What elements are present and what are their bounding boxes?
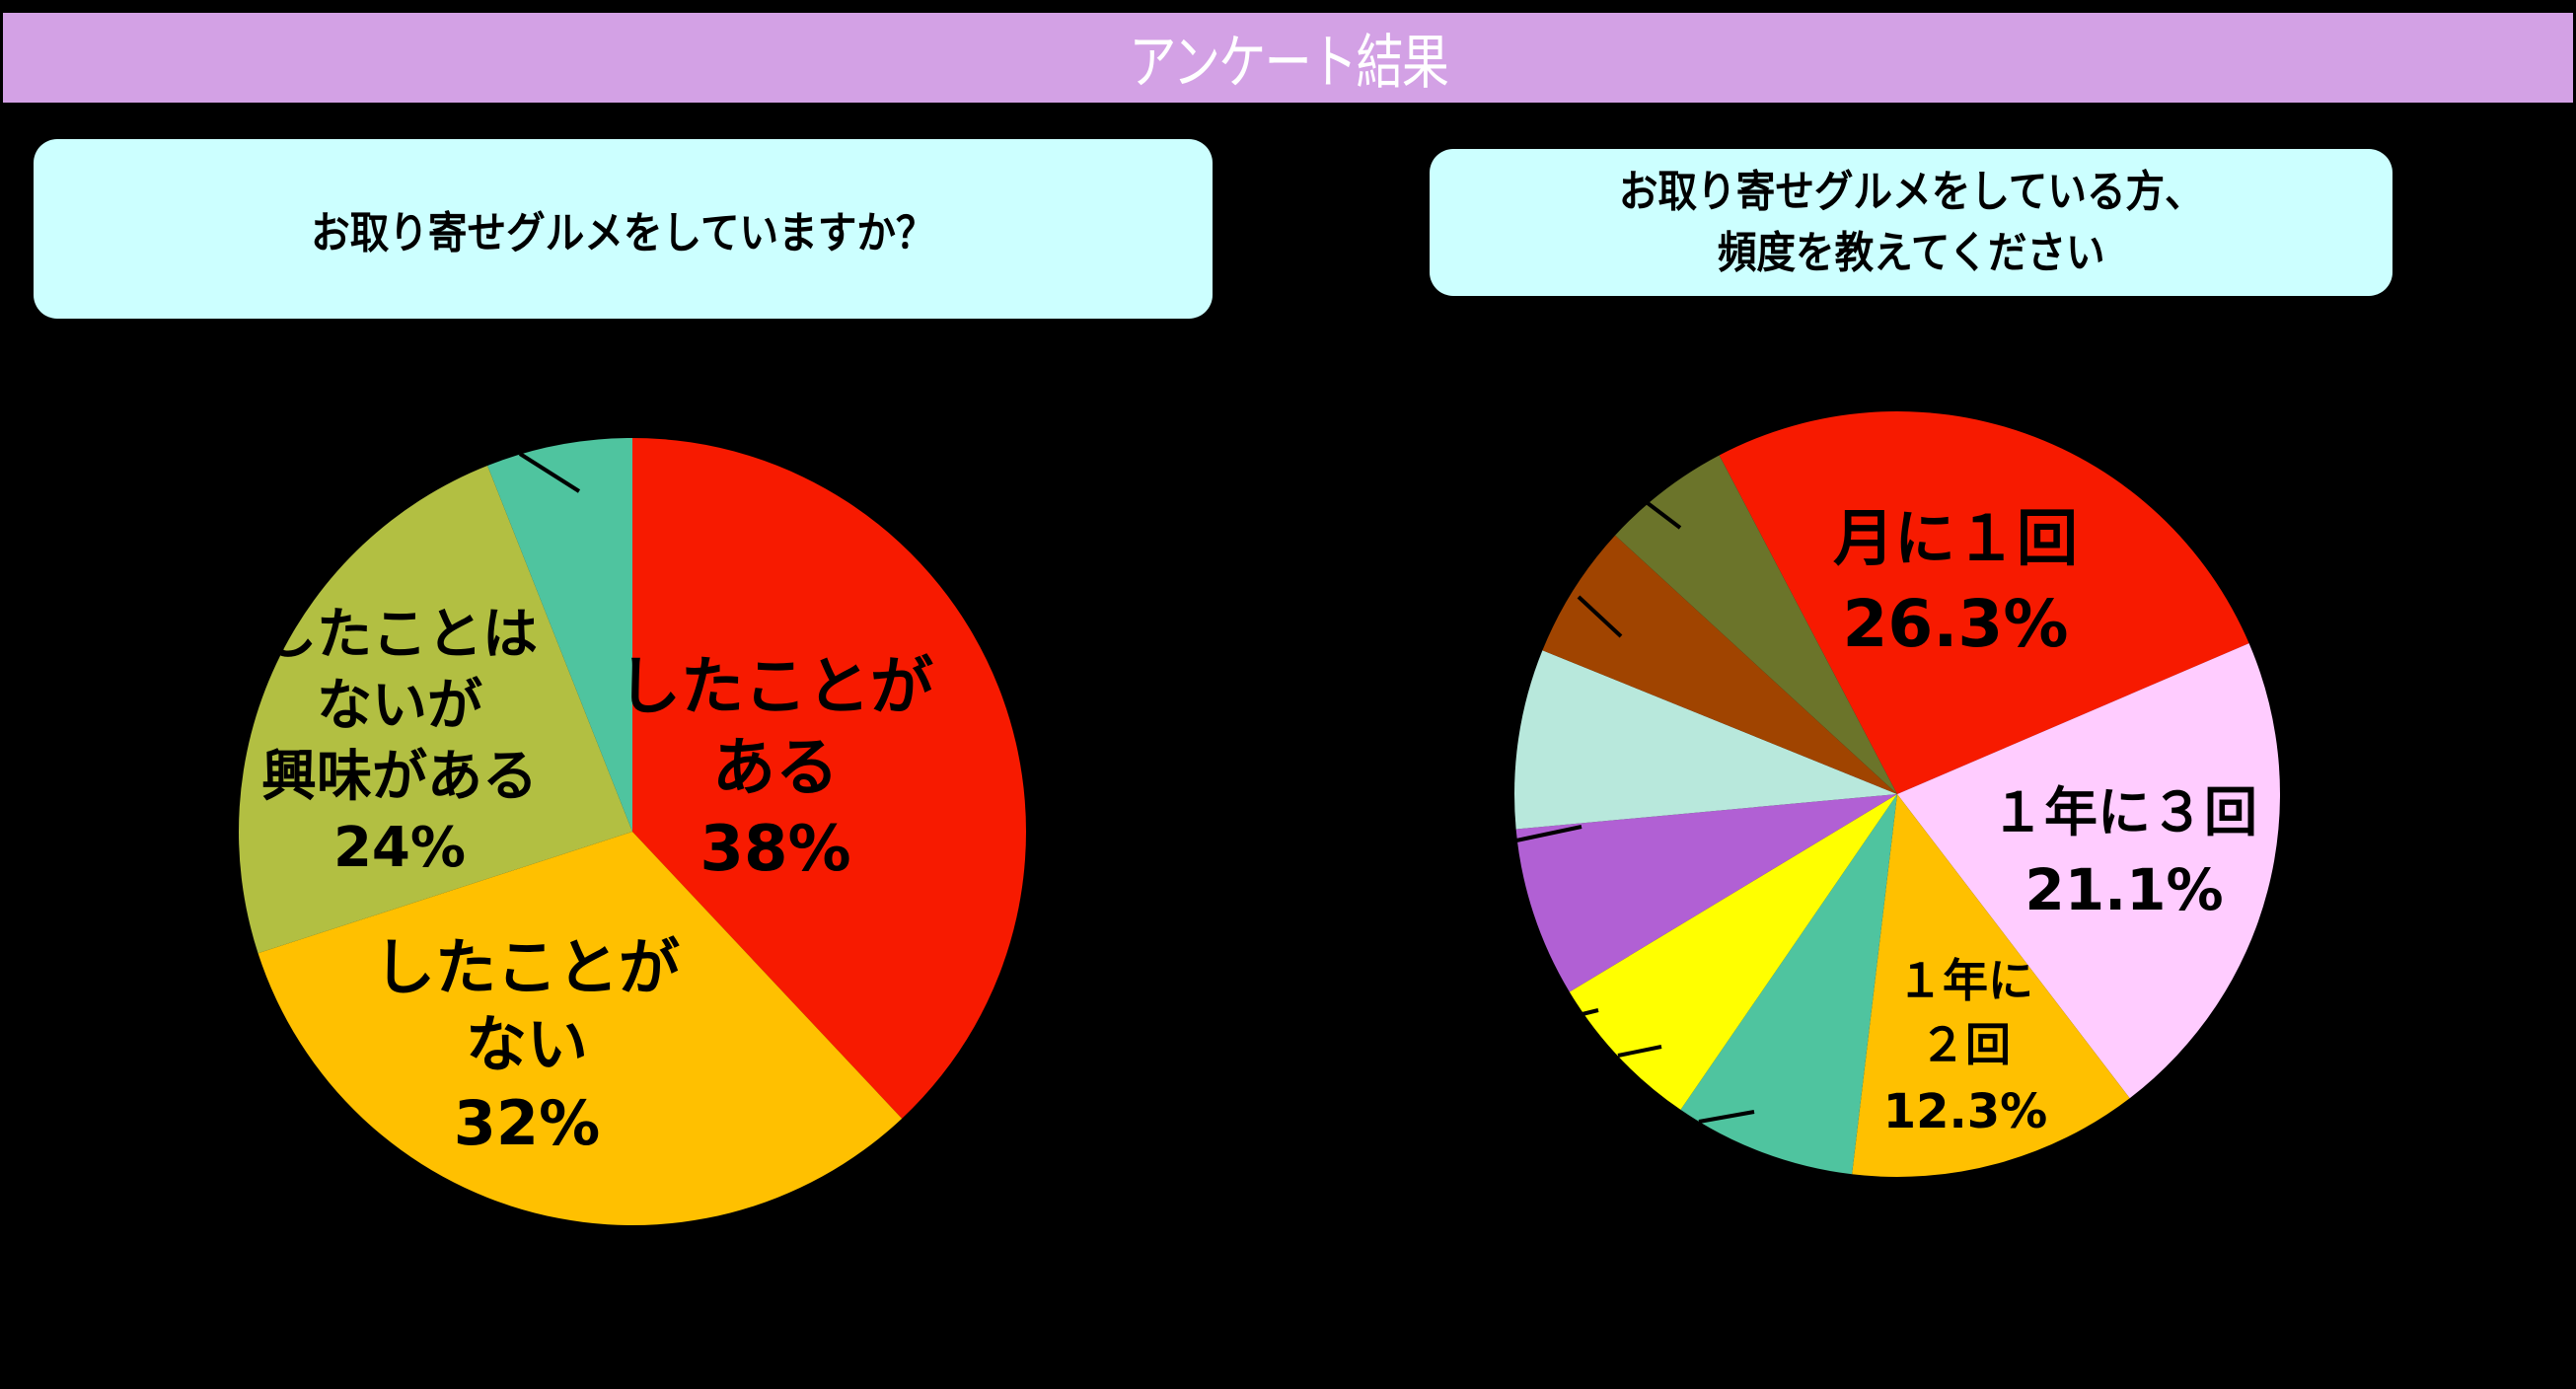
slice-value: 24%	[333, 816, 466, 880]
leader-line	[1646, 501, 1682, 530]
slice-value: 38%	[699, 813, 850, 886]
slice-label: したことが	[618, 651, 933, 724]
leader-lines	[518, 452, 1755, 1124]
slice-label: １年に３回	[1991, 781, 2257, 843]
pie-slice	[258, 832, 903, 1225]
slice-label: ある	[712, 732, 839, 805]
pie-slice	[1680, 794, 1897, 1175]
pie-slice	[1897, 643, 2280, 1099]
pie-slice	[632, 438, 1026, 1119]
leader-line	[1698, 1110, 1755, 1124]
pie-left-labels: したことが ある 38% したことが ない 32% したことは ないが 興味があ…	[261, 603, 933, 1159]
pie-right-labels: 月に１回 26.3% １年に３回 21.1% １年に ２回 12.3%	[1833, 502, 2257, 1139]
slice-value: 21.1%	[2024, 856, 2223, 923]
question-left-line: お取り寄せグルメをしていますか？	[311, 208, 935, 258]
slice-label: ない	[466, 1008, 588, 1080]
slice-label: したことが	[374, 931, 680, 1003]
slice-value: 12.3%	[1883, 1084, 2048, 1139]
slice-label: したことは	[261, 603, 538, 667]
slice-label: １年に	[1897, 954, 2033, 1007]
pie-slice	[1569, 794, 1897, 1110]
question-box-right: お取り寄せグルメをしている方、 頻度を教えてください	[1430, 149, 2392, 296]
slice-label: 興味がある	[261, 745, 538, 809]
leader-line	[1617, 1045, 1662, 1058]
slice-label: ２回	[1920, 1018, 2011, 1071]
slice-label: ないが	[317, 674, 482, 738]
leader-line	[1541, 1008, 1599, 1026]
pie-slice	[487, 438, 632, 832]
question-right-line-2: 頻度を教えてください	[1717, 227, 2105, 278]
slice-label: 月に１回	[1833, 502, 2078, 574]
pie-slice	[1852, 794, 2130, 1177]
pie-slice	[239, 466, 633, 954]
pie-slice	[1513, 650, 1897, 830]
slice-value: 32%	[454, 1087, 600, 1159]
pie-slice	[1719, 410, 2249, 794]
pie-chart-left	[239, 438, 1026, 1225]
header-bar: アンケート結果	[3, 13, 2573, 103]
pie-slice	[1542, 535, 1897, 794]
leader-line	[518, 452, 581, 493]
leader-line	[1577, 595, 1623, 638]
question-box-left: お取り寄せグルメをしていますか？	[34, 139, 1213, 319]
pie-slice	[1615, 455, 1897, 794]
page-title: アンケート結果	[1129, 29, 1448, 98]
pie-slice	[1515, 794, 1897, 992]
leader-line	[1515, 825, 1582, 842]
question-right-line-1: お取り寄せグルメをしている方、	[1618, 166, 2204, 217]
pie-chart-right	[1513, 410, 2280, 1177]
slice-value: 26.3%	[1843, 586, 2069, 662]
